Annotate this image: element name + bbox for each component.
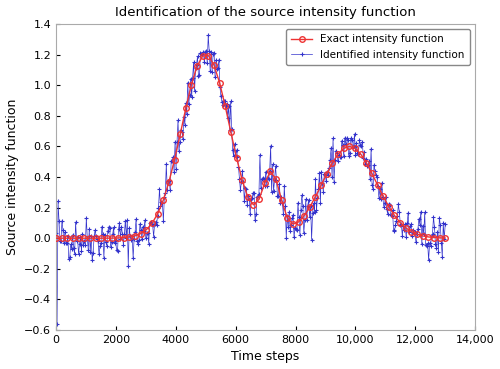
Title: Identification of the source intensity function: Identification of the source intensity f… — [115, 6, 416, 18]
X-axis label: Time steps: Time steps — [232, 351, 300, 363]
Identified intensity function — [181, 114, 187, 119]
Exact intensity function — [392, 213, 398, 218]
Identified intensity function — [205, 33, 211, 37]
Identified intensity function — [101, 255, 107, 260]
Exact intensity function — [273, 177, 279, 182]
Identified intensity function — [53, 231, 59, 235]
Exact intensity function — [53, 236, 59, 240]
Exact intensity function — [206, 54, 212, 58]
Exact intensity function — [172, 158, 177, 162]
Identified intensity function — [336, 153, 342, 158]
Y-axis label: Source intensity function: Source intensity function — [6, 99, 18, 255]
Identified intensity function — [300, 204, 306, 208]
Exact intensity function — [442, 236, 448, 240]
Identified intensity function — [442, 222, 448, 227]
Exact intensity function — [144, 228, 150, 232]
Identified intensity function — [209, 69, 215, 74]
Exact intensity function — [386, 204, 392, 209]
Identified intensity function — [54, 322, 60, 326]
Line: Exact intensity function: Exact intensity function — [54, 53, 448, 241]
Line: Identified intensity function: Identified intensity function — [54, 32, 448, 326]
Legend: Exact intensity function, Identified intensity function: Exact intensity function, Identified int… — [286, 29, 470, 65]
Identified intensity function — [338, 155, 344, 159]
Exact intensity function — [104, 236, 110, 240]
